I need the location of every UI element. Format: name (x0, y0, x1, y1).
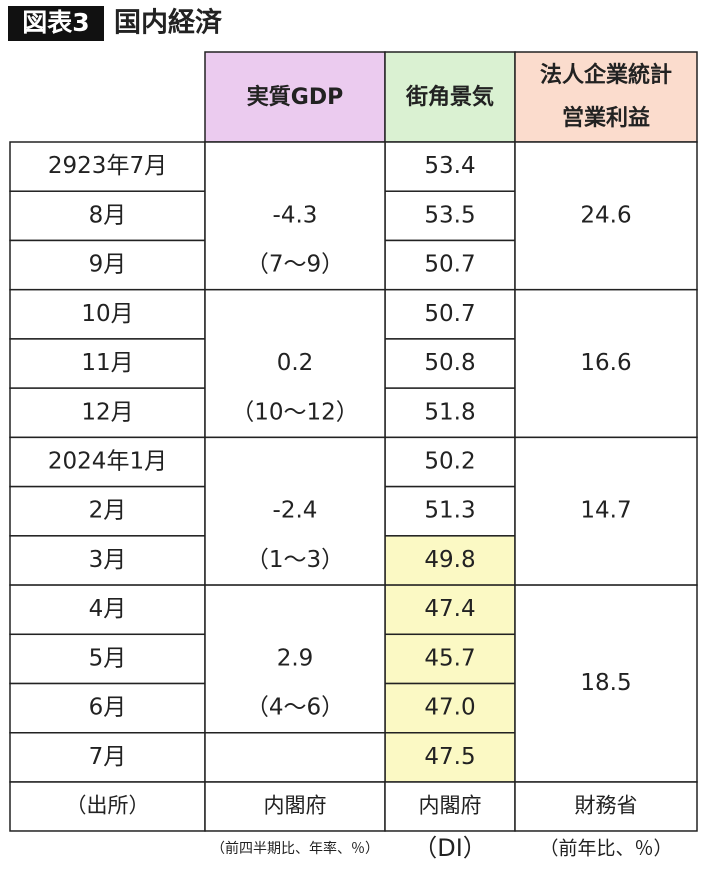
di-value: 45.7 (424, 645, 475, 671)
month: 9月 (89, 252, 127, 278)
profit-value: 16.6 (580, 350, 631, 376)
di-value: 50.2 (424, 448, 475, 474)
note: （前四半期比、年率、％） (211, 840, 379, 857)
gdp-period: （4～6） (246, 695, 344, 721)
source: 財務省 (575, 793, 638, 817)
cell (9, 584, 206, 636)
di-value: 47.0 (424, 695, 475, 721)
cell (9, 436, 206, 488)
di-value: 53.5 (424, 202, 475, 228)
month: 2923年7月 (48, 153, 167, 179)
cell (9, 387, 206, 439)
cell (384, 732, 516, 783)
month: 8月 (89, 202, 127, 228)
cell (384, 436, 516, 488)
di-value: 50.7 (424, 252, 475, 278)
source: 内閣府 (419, 793, 482, 817)
cell (9, 338, 206, 389)
cell (204, 436, 386, 586)
di-value: 51.8 (424, 399, 475, 425)
cell (9, 239, 206, 291)
cell (204, 584, 386, 734)
cell (384, 51, 516, 143)
profit-value: 18.5 (580, 670, 631, 696)
cell (204, 141, 386, 291)
cell (204, 732, 386, 783)
title-label: 図表3 (22, 8, 89, 37)
source: （出所） (66, 793, 150, 817)
month: 2024年1月 (48, 448, 167, 474)
month: 11月 (81, 350, 133, 376)
cell (384, 535, 516, 586)
gdp-value: -4.3 (273, 202, 318, 228)
di-value: 47.4 (424, 596, 475, 622)
di-value: 50.7 (424, 301, 475, 327)
title-badge (8, 6, 104, 41)
note: （DI） (413, 834, 487, 862)
title: 国内経済 (114, 7, 223, 39)
month: 2月 (89, 498, 127, 524)
cell (204, 51, 386, 143)
cell (9, 485, 206, 537)
cell (9, 682, 206, 734)
note: （前年比、％） (539, 838, 672, 860)
profit-value: 14.7 (580, 498, 631, 524)
di-value: 50.8 (424, 350, 475, 376)
profit-value: 24.6 (580, 202, 631, 228)
cell (204, 781, 386, 832)
cell (204, 288, 386, 439)
month: 4月 (89, 596, 127, 622)
source: 内閣府 (264, 793, 327, 817)
month: 10月 (81, 301, 133, 327)
cell (9, 781, 206, 832)
month: 5月 (89, 645, 127, 671)
month: 6月 (89, 695, 127, 721)
header-gdp: 実質GDP (247, 84, 343, 110)
month: 12月 (81, 399, 133, 425)
di-value: 53.4 (424, 153, 475, 179)
cell (514, 781, 698, 832)
cell (384, 387, 516, 439)
cell (514, 51, 698, 143)
header-profit: 営業利益 (562, 105, 650, 131)
di-value: 51.3 (424, 498, 475, 524)
cell (514, 436, 698, 586)
gdp-value: -2.4 (273, 498, 318, 524)
header-machikado: 街角景気 (405, 84, 494, 110)
cell (514, 288, 698, 439)
di-value: 47.5 (424, 744, 475, 770)
gdp-period: （1～3） (246, 547, 344, 573)
gdp-period: （7～9） (246, 252, 344, 278)
gdp-value: 2.9 (277, 645, 314, 671)
header-profit: 法人企業統計 (540, 62, 672, 88)
cell (384, 584, 516, 636)
month: 7月 (89, 744, 127, 770)
cell (9, 288, 206, 340)
gdp-value: 0.2 (277, 350, 314, 376)
cell (9, 633, 206, 685)
cell (514, 141, 698, 291)
di-value: 49.8 (424, 547, 475, 573)
month: 3月 (89, 547, 127, 573)
cell (384, 633, 516, 685)
gdp-period: （10～12） (231, 399, 359, 425)
